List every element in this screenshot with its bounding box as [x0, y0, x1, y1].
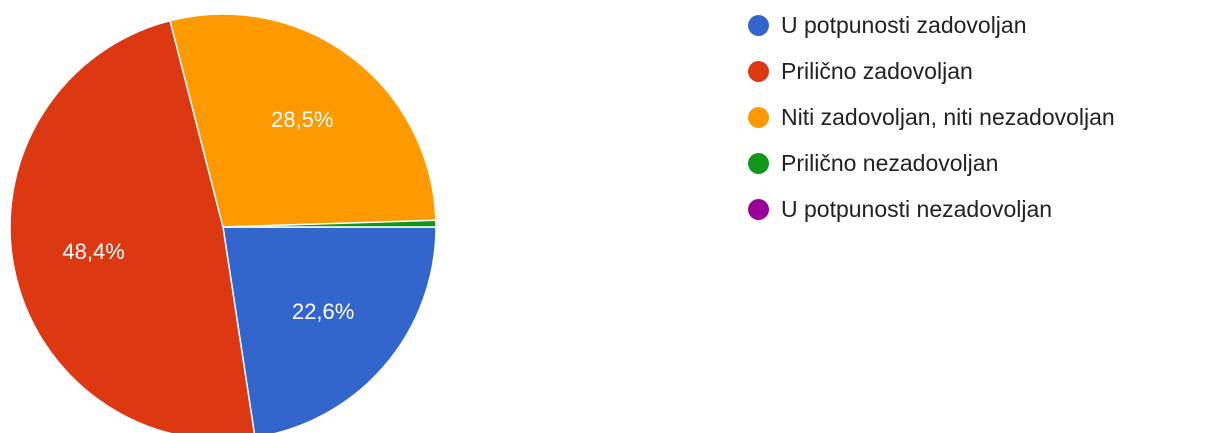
- legend-label: Niti zadovoljan, niti nezadovoljan: [781, 103, 1115, 130]
- pie-slice-1[interactable]: [9, 19, 256, 433]
- slice-data-label-2: 28,5%: [271, 107, 333, 132]
- legend-marker-icon: [748, 14, 769, 36]
- legend-marker-icon: [748, 106, 769, 128]
- pie-chart: 22,6% 48,4% 28,5%: [9, 13, 437, 433]
- legend-item-prilicno-nezadovoljan[interactable]: Prilično nezadovoljan: [748, 146, 1115, 180]
- pie-slice-0[interactable]: [222, 226, 437, 433]
- legend-label: Prilično nezadovoljan: [781, 149, 999, 176]
- legend-label: Prilično zadovoljan: [781, 57, 973, 84]
- chart-legend: U potpunosti zadovoljan Prilično zadovol…: [748, 8, 1115, 238]
- legend-item-u-potpunosti-zadovoljan[interactable]: U potpunosti zadovoljan: [748, 8, 1115, 42]
- slice-data-label-1: 48,4%: [62, 239, 124, 264]
- legend-label: U potpunosti zadovoljan: [781, 11, 1027, 38]
- pie-slice-3[interactable]: [222, 219, 437, 228]
- slice-data-label-0: 22,6%: [292, 299, 354, 324]
- legend-item-prilicno-zadovoljan[interactable]: Prilično zadovoljan: [748, 54, 1115, 88]
- legend-marker-icon: [748, 60, 769, 82]
- legend-item-u-potpunosti-nezadovoljan[interactable]: U potpunosti nezadovoljan: [748, 192, 1115, 226]
- legend-marker-icon: [748, 198, 769, 220]
- legend-item-niti-zadovoljan[interactable]: Niti zadovoljan, niti nezadovoljan: [748, 100, 1115, 134]
- pie-slice-2[interactable]: [169, 13, 437, 228]
- legend-label: U potpunosti nezadovoljan: [781, 195, 1053, 222]
- legend-marker-icon: [748, 152, 769, 174]
